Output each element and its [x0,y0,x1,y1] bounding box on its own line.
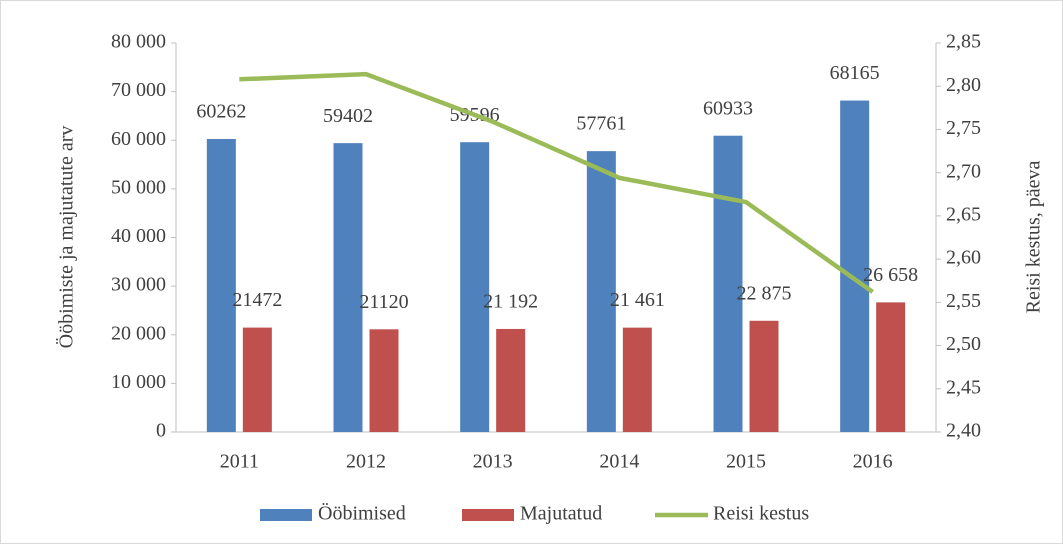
legend-label: Ööbimised [318,502,406,525]
bar [496,328,526,432]
y2-tick-label: 2,60 [946,247,981,269]
bar [242,327,272,432]
bar [333,143,363,432]
y-tick-label: 0 [156,420,166,442]
data-label: 60262 [196,101,246,123]
legend-swatch [260,509,312,521]
y-tick-label: 40 000 [111,225,166,247]
data-label: 21 192 [483,291,538,313]
legend-label: Majutatud [520,503,602,525]
y2-tick-label: 2,65 [946,203,981,225]
bar [460,142,490,432]
legend-swatch [462,509,514,521]
data-label: 26 658 [863,264,918,286]
y-axis-title: Ööbimiste ja majutatute arv [55,126,78,349]
bar [840,100,870,433]
bar [876,302,906,432]
y2-tick-label: 2,40 [946,420,981,442]
y2-tick-label: 2,70 [946,160,981,182]
legend-label: Reisi kestus [713,503,809,525]
data-label: 68165 [830,62,880,84]
line [239,71,874,294]
x-tick-label: 2013 [473,451,513,473]
x-tick-label: 2011 [220,451,259,473]
data-label: 57761 [576,113,626,135]
y2-tick-label: 2,45 [946,376,981,398]
y2-tick-label: 2,55 [946,290,981,312]
y-tick-label: 80 000 [111,31,166,53]
y2-axis-title: Reisi kestus, päeva [1023,161,1045,314]
y-tick-label: 20 000 [111,322,166,344]
y-tick-label: 50 000 [111,176,166,198]
data-label: 59402 [323,105,373,127]
y2-tick-label: 2,50 [946,333,981,355]
x-tick-label: 2014 [599,451,639,473]
data-label: 21472 [232,289,282,311]
data-label: 22 875 [737,282,792,304]
data-label: 21120 [359,291,408,313]
x-tick-label: 2015 [726,451,766,473]
x-tick-label: 2012 [346,451,386,473]
bar [713,135,743,432]
x-tick-label: 2016 [853,451,893,473]
bar [206,138,236,433]
y-tick-label: 10 000 [111,371,166,393]
bar [749,320,779,432]
y-tick-label: 70 000 [111,79,166,101]
y2-tick-label: 2,85 [946,31,981,53]
data-label: 21 461 [610,289,665,311]
data-label: 60933 [703,97,753,119]
bar [586,151,616,432]
y2-tick-label: 2,75 [946,117,981,139]
bar [622,327,652,432]
bar [369,329,399,432]
y-tick-label: 30 000 [111,274,166,296]
y2-tick-label: 2,80 [946,74,981,96]
y-tick-label: 60 000 [111,128,166,150]
